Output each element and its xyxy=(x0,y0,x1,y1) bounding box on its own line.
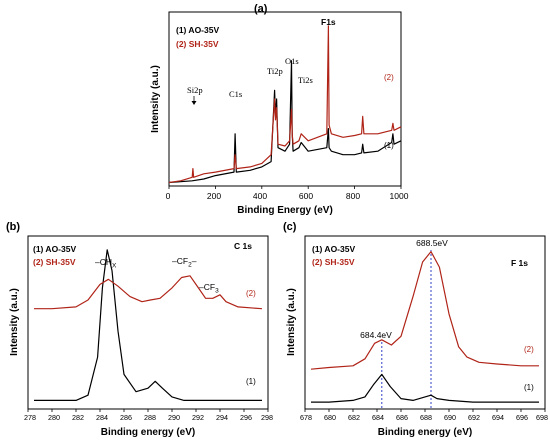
panel-a-x-ticks xyxy=(168,186,402,189)
panel-b-legend-2: (2) SH-35V xyxy=(33,257,76,267)
panel-a-series-line-1 xyxy=(168,60,402,184)
panel-c-x-tick-label: 678 xyxy=(300,413,312,422)
panel-a-si2p-arrowhead xyxy=(191,101,197,105)
panel-c-series-tag-2: (2) xyxy=(524,345,534,354)
panel-a-series-line-2 xyxy=(168,25,402,184)
panel-c: (c) 678 680 682 684 686 688 690 692 694 … xyxy=(283,221,548,438)
panel-b-x-tick-label: 294 xyxy=(216,413,228,422)
panel-a-series-tag-2: (2) xyxy=(384,73,394,82)
panel-a-annotation-c1s: C1s xyxy=(229,89,242,99)
panel-c-label: (c) xyxy=(283,221,297,233)
panel-a: (a) 0 200 400 600 800 1000 Binding Energ… xyxy=(150,3,409,216)
panel-b: (b) 278 280 282 284 286 288 290 292 294 … xyxy=(6,221,273,438)
panel-b-x-tick-label: 284 xyxy=(96,413,108,422)
panel-c-x-tick-label: 680 xyxy=(324,413,336,422)
panel-c-series xyxy=(310,251,539,403)
panel-a-x-tick-label: 800 xyxy=(346,191,360,201)
panel-b-x-ticks xyxy=(27,409,269,412)
panel-c-peak-label-1: 684.4eV xyxy=(360,330,392,340)
panel-c-series-tag-1: (1) xyxy=(524,383,534,392)
panel-a-x-tick-label: 400 xyxy=(253,191,267,201)
panel-b-x-tick-label: 292 xyxy=(192,413,204,422)
panel-c-x-tick-label: 684 xyxy=(372,413,384,422)
panel-b-title: C 1s xyxy=(234,241,252,251)
panel-c-series-line-2 xyxy=(310,251,539,370)
panel-c-x-tick-label: 692 xyxy=(468,413,480,422)
panel-a-plot-frame xyxy=(168,11,402,187)
panel-a-series xyxy=(168,25,402,184)
panel-c-peak-markers xyxy=(381,250,432,409)
panel-c-legend-2: (2) SH-35V xyxy=(312,257,355,267)
panel-b-x-tick-label: 278 xyxy=(24,413,36,422)
panel-c-y-axis-title: Intensity (a.u.) xyxy=(286,288,297,356)
panel-c-x-ticks xyxy=(304,409,546,412)
panel-b-annotation-cf3: –CF3 xyxy=(199,282,219,295)
panel-a-annotation-si2p: Si2p xyxy=(187,85,203,95)
panel-c-legend-1: (1) AO-35V xyxy=(312,244,355,254)
panel-b-x-tick-label: 288 xyxy=(144,413,156,422)
panel-b-x-axis-title: Binding energy (eV) xyxy=(101,427,195,438)
panel-c-series-line-1 xyxy=(311,373,539,403)
panel-c-x-tick-label: 688 xyxy=(420,413,432,422)
panel-b-series-line-2 xyxy=(34,275,263,310)
panel-b-x-tick-label: 298 xyxy=(261,413,273,422)
panel-b-annotation-chx: –CHX xyxy=(95,257,117,270)
panel-b-legend-1: (1) AO-35V xyxy=(33,244,76,254)
panel-b-x-tick-label: 282 xyxy=(72,413,84,422)
panel-a-legend-1: (1) AO-35V xyxy=(176,25,219,35)
panel-b-x-tick-label: 280 xyxy=(48,413,60,422)
panel-a-annotation-o1s: O1s xyxy=(285,56,299,66)
panel-a-x-axis-title: Binding Energy (eV) xyxy=(237,205,333,216)
panel-c-title: F 1s xyxy=(511,258,528,268)
panel-a-y-axis-title: Intensity (a.u.) xyxy=(150,65,161,133)
panel-a-x-tick-label: 1000 xyxy=(390,191,409,201)
panel-c-x-tick-label: 698 xyxy=(536,413,548,422)
panel-c-x-axis-title: Binding energy (eV) xyxy=(378,427,472,438)
panel-a-series-tag-1: (1) xyxy=(384,141,394,150)
panel-a-label: (a) xyxy=(254,3,268,15)
panel-b-series-line-1 xyxy=(34,249,262,401)
panel-b-series xyxy=(34,249,263,401)
panel-a-x-tick-label: 0 xyxy=(166,191,171,201)
panel-a-x-tick-label: 200 xyxy=(207,191,221,201)
panel-b-series-tag-2: (2) xyxy=(246,289,256,298)
panel-c-x-tick-label: 690 xyxy=(444,413,456,422)
panel-c-x-tick-label: 686 xyxy=(396,413,408,422)
panel-a-legend-2: (2) SH-35V xyxy=(176,39,219,49)
panel-c-x-tick-label: 682 xyxy=(348,413,360,422)
panel-b-label: (b) xyxy=(6,221,20,233)
panel-a-annotation-f1s: F1s xyxy=(321,17,336,27)
panel-b-series-tag-1: (1) xyxy=(246,377,256,386)
panel-b-annotation-cf2: –CF2– xyxy=(172,256,197,269)
panel-b-x-tick-label: 286 xyxy=(120,413,132,422)
panel-b-x-tick-label: 296 xyxy=(240,413,252,422)
panel-a-x-tick-label: 600 xyxy=(299,191,313,201)
panel-b-y-axis-title: Intensity (a.u.) xyxy=(9,288,20,356)
panel-b-x-tick-label: 290 xyxy=(168,413,180,422)
panel-c-peak-label-2: 688.5eV xyxy=(416,238,448,248)
panel-c-x-tick-label: 694 xyxy=(492,413,504,422)
panel-a-annotation-ti2p: Ti2p xyxy=(267,66,283,76)
panel-a-annotation-ti2s: Ti2s xyxy=(298,75,313,85)
panel-c-x-tick-label: 696 xyxy=(516,413,528,422)
